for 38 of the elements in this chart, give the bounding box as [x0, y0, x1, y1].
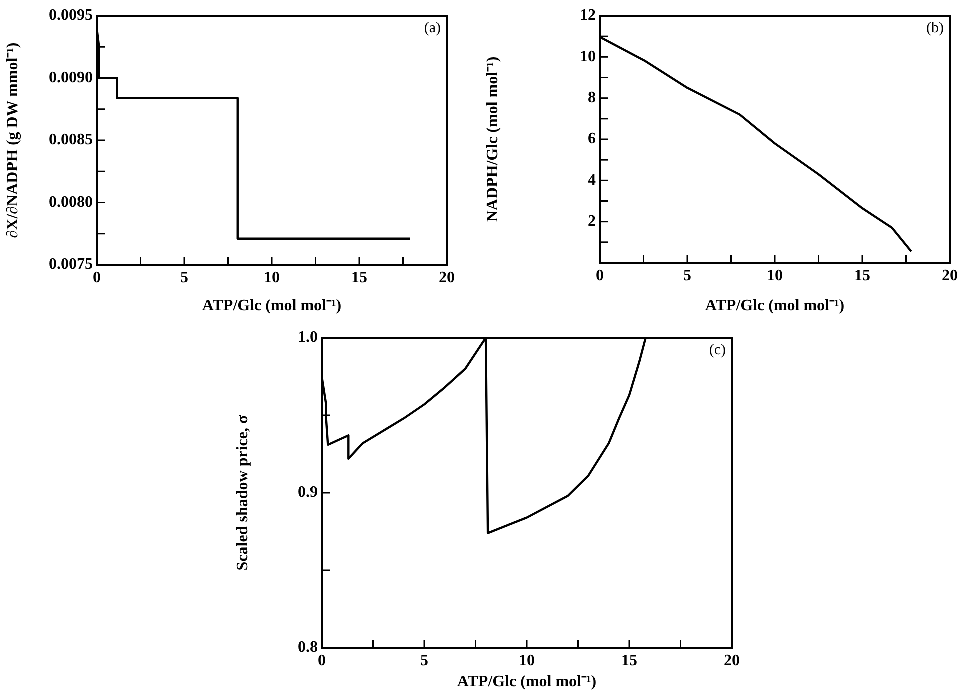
y-tick-label: 0.0080: [49, 194, 93, 211]
x-tick-label: 5: [420, 652, 428, 670]
x-tick-label: 20: [724, 652, 740, 670]
y-tick-label: 6: [588, 130, 596, 148]
y-axis-title: NADPH/Glc (mol mol⁻¹): [484, 56, 502, 222]
y-tick-label: 12: [580, 7, 596, 24]
x-tick-label: 20: [439, 270, 455, 287]
x-tick-label: 20: [942, 268, 958, 285]
x-axis-title: ATP/Glc (mol mol⁻¹): [705, 298, 845, 315]
y-tick-label: 1.0: [298, 329, 318, 346]
y-tick-label: 0.8: [298, 639, 318, 656]
y-tick-label: 10: [580, 48, 596, 66]
x-tick-label: 10: [519, 652, 535, 670]
x-tick-label: 10: [767, 268, 783, 285]
x-tick-label: 0: [93, 270, 101, 287]
x-tick-label: 15: [352, 270, 368, 287]
y-tick-label: 4: [588, 172, 596, 189]
y-axis-title: ∂X/∂NADPH (g DW mmol⁻¹): [4, 42, 22, 238]
x-axis-title: ATP/Glc (mol mol⁻¹): [202, 298, 342, 315]
y-tick-label: 8: [588, 89, 596, 106]
y-tick-label: 2: [588, 212, 596, 230]
x-tick-label: 5: [180, 270, 188, 287]
y-tick-label: 0.0090: [49, 69, 93, 86]
x-tick-label: 5: [684, 268, 692, 285]
x-axis-title: ATP/Glc (mol mol⁻¹): [457, 674, 597, 691]
x-tick-label: 15: [854, 268, 870, 285]
annotation: (b): [926, 20, 944, 36]
x-tick-label: 0: [318, 652, 326, 670]
y-tick-label: 0.0085: [49, 132, 93, 149]
y-tick-label: 0.0075: [49, 256, 93, 274]
y-tick-label: 0.0095: [49, 7, 93, 24]
y-tick-label: 0.9: [298, 484, 318, 502]
x-tick-label: 15: [622, 652, 638, 670]
x-tick-label: 0: [596, 268, 604, 285]
annotation: (c): [709, 342, 726, 358]
annotation: (a): [424, 20, 441, 36]
y-axis-title: Scaled shadow price, σ: [234, 415, 252, 571]
x-tick-label: 10: [264, 270, 280, 287]
